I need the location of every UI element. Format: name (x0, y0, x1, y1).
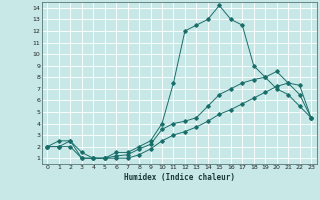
X-axis label: Humidex (Indice chaleur): Humidex (Indice chaleur) (124, 173, 235, 182)
